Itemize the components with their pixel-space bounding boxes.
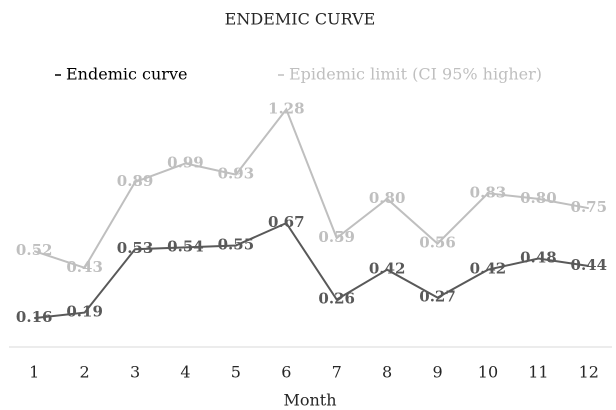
x-tick-label: 5 [231,363,241,382]
data-label: 0.67 [268,213,305,231]
x-tick-label: 11 [528,363,548,382]
x-tick-label: 3 [130,363,140,382]
data-label: 0.42 [369,260,406,278]
x-tick-label: 1 [29,363,39,382]
data-label: 0.44 [571,256,608,274]
data-label: 0.59 [318,228,355,246]
data-label: 1.28 [268,99,305,117]
x-tick-label: 9 [432,363,442,382]
legend-label: Epidemic limit (CI 95% higher) [289,65,542,84]
series-line [34,221,589,320]
data-label: 0.83 [470,183,507,201]
chart-title: ENDEMIC CURVE [225,10,376,29]
series-line [33,107,589,270]
x-tick-label: 7 [332,363,342,382]
data-label: 0.93 [218,165,255,183]
data-label: 0.42 [470,260,507,278]
data-label: 0.16 [16,308,53,326]
x-tick-label: 10 [478,363,498,382]
data-label: 0.75 [571,198,608,216]
data-label: 0.89 [117,172,154,190]
data-label: 0.56 [419,234,456,252]
data-label: 0.80 [520,189,557,207]
data-label: 0.19 [66,303,103,321]
data-label: 0.53 [117,239,154,257]
x-axis-title: Month [283,391,336,410]
data-label: 0.43 [66,258,103,276]
x-tick-label: 6 [281,363,291,382]
data-label: 0.54 [167,237,204,255]
data-label: 0.52 [16,241,53,259]
data-label: 0.27 [419,288,456,306]
x-tick-label: 2 [80,363,90,382]
data-label: 0.99 [167,153,204,171]
x-tick-label: 4 [180,363,190,382]
data-label: 0.80 [369,189,406,207]
data-label: 0.26 [318,290,355,308]
data-label: 0.55 [218,235,255,253]
x-tick-label: 12 [579,363,599,382]
legend-label: Endemic curve [66,65,187,84]
x-tick-label: 8 [382,363,392,382]
data-label: 0.48 [520,249,557,267]
